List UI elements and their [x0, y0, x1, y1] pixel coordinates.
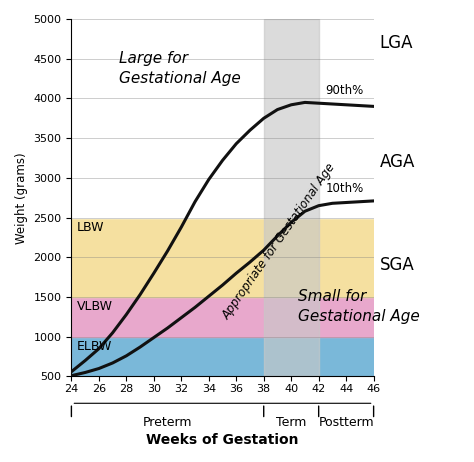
Text: Postterm: Postterm	[319, 416, 374, 429]
Text: SGA: SGA	[380, 256, 414, 274]
Text: ELBW: ELBW	[77, 340, 112, 353]
Text: Term: Term	[276, 416, 306, 429]
Text: 90th%: 90th%	[326, 84, 364, 97]
Text: LBW: LBW	[77, 221, 104, 234]
Text: Appropriate for Gestational Age: Appropriate for Gestational Age	[220, 161, 338, 322]
Text: LGA: LGA	[380, 34, 413, 52]
Text: AGA: AGA	[380, 153, 415, 171]
Bar	[72, 19, 374, 218]
Bar	[72, 218, 374, 297]
Text: 10th%: 10th%	[326, 182, 364, 195]
Bar	[264, 19, 319, 377]
Bar	[72, 297, 374, 337]
Text: Small for
Gestational Age: Small for Gestational Age	[298, 289, 420, 324]
Bar	[72, 337, 374, 377]
X-axis label: Weeks of Gestation: Weeks of Gestation	[146, 433, 299, 447]
Text: Large for
Gestational Age: Large for Gestational Age	[119, 51, 241, 85]
Y-axis label: Weight (grams): Weight (grams)	[15, 152, 28, 243]
Text: Preterm: Preterm	[143, 416, 192, 429]
Text: VLBW: VLBW	[77, 300, 113, 313]
